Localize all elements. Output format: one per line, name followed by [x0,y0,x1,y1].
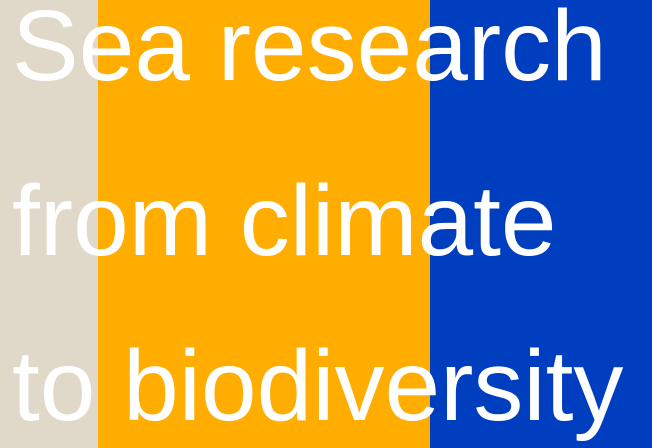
headline-line: from climate [12,165,557,277]
headline-line: to biodiversity [12,330,623,442]
beige-band [0,0,98,448]
headline-line: Sea research [12,0,607,102]
orange-band [98,0,430,448]
blue-band [430,0,652,448]
